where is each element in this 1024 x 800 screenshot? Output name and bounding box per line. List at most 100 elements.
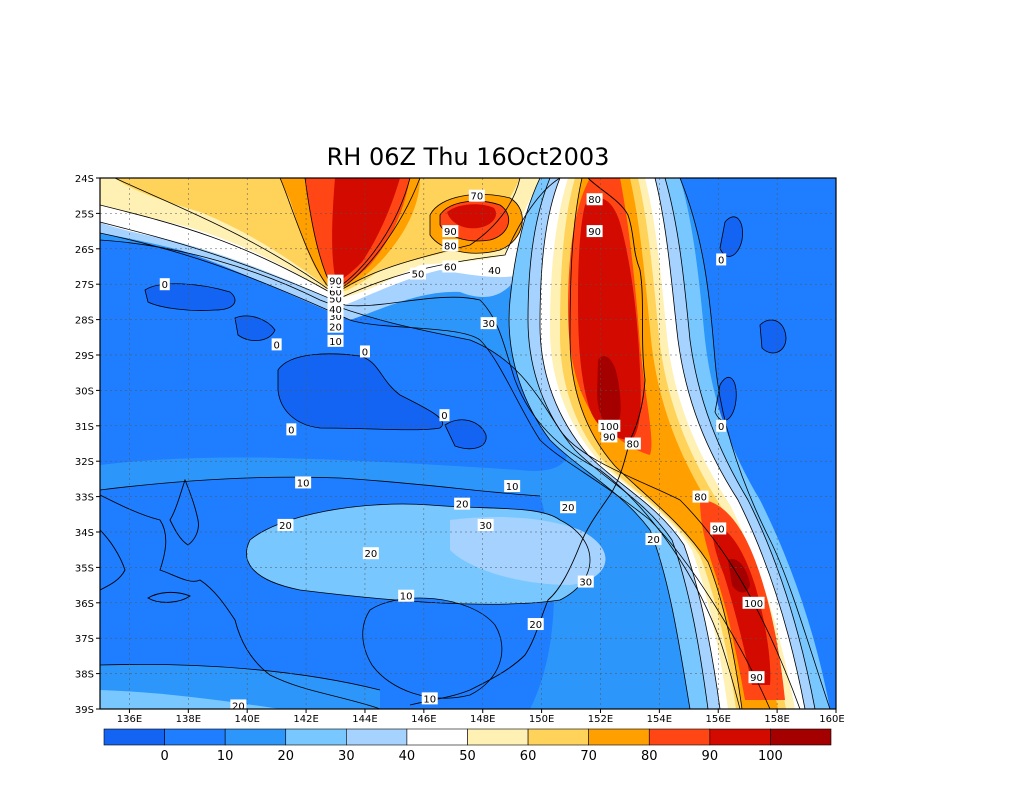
contour-label: 10: [504, 479, 521, 493]
field-90-100-blob: [447, 204, 497, 229]
contour-line-east-70: [569, 178, 743, 709]
lon-tick-label: 150E: [529, 714, 554, 725]
contour-label-text: 30: [329, 312, 342, 323]
contour-lines: [100, 178, 831, 709]
contour-label-bg: [477, 518, 494, 531]
lon-tick-label: 140E: [234, 714, 259, 725]
contour-label-bg: [577, 575, 594, 588]
lon-tick-label: 146E: [411, 714, 436, 725]
contour-label-bg: [277, 518, 294, 531]
colorbar-swatch: [467, 728, 529, 746]
contour-label-bg: [327, 274, 344, 287]
field-90-100-coast-north: [578, 198, 641, 440]
field-0-west-1: [145, 283, 235, 311]
contour-label: 90: [710, 522, 727, 535]
contour-label-bg: [480, 317, 497, 330]
contour-label: 40: [486, 264, 503, 277]
contour-label-bg: [286, 423, 297, 436]
contour-labels: 0000000102030405060709070908060504030809…: [159, 189, 765, 709]
contour-label-bg: [586, 193, 603, 206]
contour-label-text: 30: [479, 521, 492, 532]
colorbar-swatch: [648, 728, 711, 746]
contour-label-bg: [560, 501, 577, 514]
lat-tick-label: 35S: [75, 563, 94, 574]
contour-label-text: 0: [718, 422, 724, 433]
field-10-20-east: [680, 178, 836, 709]
contour-label: 10: [398, 589, 415, 603]
coastline: [100, 178, 646, 709]
lat-tick-label: 31S: [75, 422, 94, 433]
contour-label: 10: [421, 692, 438, 705]
contour-line-east-edge-1: [664, 178, 816, 709]
colorbar-label: 50: [459, 749, 476, 764]
field-0-east-2: [760, 319, 786, 353]
colorbar-swatch: [224, 728, 287, 746]
contour-label-text: 90: [712, 524, 725, 535]
contour-label-bg: [359, 345, 370, 358]
contour-label-text: 80: [626, 440, 639, 451]
field-0-east-3: [715, 377, 737, 421]
field-10-blob-south: [362, 598, 502, 699]
contour-label-text: 10: [329, 337, 342, 348]
contour-label-bg: [716, 419, 727, 432]
contour-label-bg: [295, 476, 312, 489]
contour-label-text: 90: [588, 227, 601, 238]
contour-label-text: 20: [364, 549, 377, 560]
contour-label-text: 50: [329, 294, 342, 305]
contour-label-text: 0: [441, 411, 447, 422]
colorbar-label: 60: [520, 749, 537, 764]
contour-line-south-band-10: [100, 476, 541, 497]
contour-label-text: 60: [444, 263, 457, 274]
contour-label-text: 10: [297, 478, 310, 489]
contour-label: 60: [442, 260, 459, 274]
field-90-100-north: [332, 178, 400, 282]
contour-label: 20: [230, 699, 247, 709]
contour-line-west-0-1: [144, 283, 236, 311]
colorbar-label: 90: [702, 749, 719, 764]
lat-tick-label: 26S: [75, 245, 94, 256]
contour-label-text: 0: [288, 425, 294, 436]
colorbar-label: 10: [217, 749, 234, 764]
contour-label-text: 0: [718, 255, 724, 266]
lon-tick-label: 136E: [117, 714, 142, 725]
lon-tick-label: 154E: [647, 714, 672, 725]
colorbar: 0 10 20 30 40 50 60 70 80 90 100: [103, 728, 832, 764]
colorbar-label: 0: [160, 749, 168, 764]
contour-label-bg: [409, 267, 426, 280]
contour-line-east-40: [539, 178, 721, 709]
contour-line-east-0-2: [759, 319, 787, 354]
contour-line-10: [100, 239, 801, 709]
lat-tick-label: 38S: [75, 670, 94, 681]
contour-label: 20: [645, 533, 662, 546]
contour-label-text: 40: [329, 305, 342, 316]
contour-label-text: 30: [482, 319, 495, 330]
contour-label: 100: [598, 419, 621, 433]
field-0-central-2: [445, 419, 487, 449]
contour-label: 80: [442, 239, 459, 252]
lon-tick-label: 160E: [819, 714, 844, 725]
contour-label-bg: [624, 437, 641, 450]
contour-label-text: 20: [329, 323, 342, 334]
colorbar-label: 30: [338, 749, 355, 764]
contour-label: 90: [748, 671, 765, 684]
contour-label-bg: [598, 419, 621, 432]
contour-line-40: [100, 178, 561, 299]
contour-label-bg: [439, 409, 450, 422]
contour-label: 0: [716, 253, 727, 266]
field-0-west-2: [235, 315, 275, 341]
field-0-east-1: [720, 216, 743, 257]
contour-label-bg: [230, 699, 247, 709]
map-area: 0000000102030405060709070908060504030809…: [100, 178, 836, 709]
field-100-core-north: [597, 356, 621, 428]
colorbar-label: 20: [277, 749, 294, 764]
contour-line-50: [114, 178, 521, 295]
lon-tick-label: 142E: [293, 714, 318, 725]
coastline-island: [147, 591, 191, 603]
contour-label: 20: [527, 618, 544, 631]
contour-label: 80: [624, 437, 641, 451]
contour-label: 10: [295, 476, 312, 489]
contour-label-text: 60: [329, 287, 342, 298]
contour-label: 70: [468, 189, 485, 203]
contour-label-text: 0: [273, 340, 279, 351]
contour-label-text: 80: [444, 241, 457, 252]
